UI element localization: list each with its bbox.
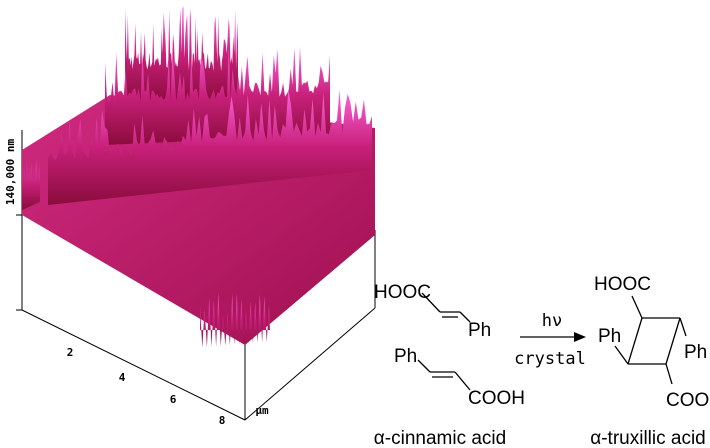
axis-frame	[16, 130, 376, 421]
x-tick-label: 8	[219, 414, 226, 427]
x-tick-label: 2	[67, 346, 74, 359]
afm-surface	[22, 6, 375, 348]
group-label: HOOC	[594, 274, 651, 295]
arrow-label-above: hν	[542, 311, 562, 331]
compound-name: α-truxillic acid	[590, 428, 706, 448]
group-label: COOH	[468, 388, 525, 409]
surface-ridge	[48, 88, 372, 205]
group-label: Ph	[394, 346, 417, 367]
group-label: Ph	[684, 342, 707, 363]
group-label: HOOC	[374, 282, 431, 303]
product-structure: HOOC Ph Ph COOH α-truxillic acid	[590, 274, 710, 448]
reaction-arrow: hν crystal	[514, 311, 586, 369]
x-tick-label: 4	[119, 371, 126, 384]
reactant-structure: HOOC Ph Ph COOH α-cinnamic acid	[374, 282, 525, 448]
group-label: COOH	[666, 390, 710, 411]
group-label: Ph	[468, 320, 491, 341]
surface-ridge	[125, 6, 238, 103]
arrow-label-below: crystal	[514, 349, 586, 369]
compound-name: α-cinnamic acid	[374, 428, 506, 448]
x-unit: μm	[255, 404, 269, 417]
x-tick-label: 6	[170, 393, 177, 406]
group-label: Ph	[598, 326, 621, 347]
z-axis-label: 140,000 nm	[4, 139, 17, 206]
surface-edge	[200, 292, 270, 348]
surface-ridge	[22, 156, 40, 210]
